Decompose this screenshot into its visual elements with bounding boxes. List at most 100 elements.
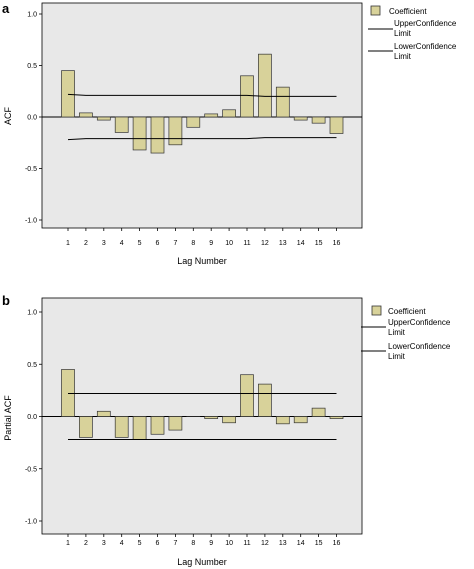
legend-upper-label-1: UpperConfidence bbox=[394, 19, 457, 28]
bar bbox=[79, 112, 93, 118]
legend-coefficient-swatch bbox=[370, 5, 381, 16]
bar bbox=[114, 116, 129, 133]
bar bbox=[204, 113, 219, 118]
y-tick-label: 0.0 bbox=[27, 414, 37, 421]
x-tick-label: 13 bbox=[279, 540, 287, 547]
x-tick-label: 1 bbox=[66, 240, 70, 247]
y-tick-label: 0.5 bbox=[27, 362, 37, 369]
bar bbox=[150, 416, 165, 435]
bar bbox=[222, 416, 236, 424]
bars bbox=[61, 369, 344, 440]
x-tick-label: 5 bbox=[138, 540, 142, 547]
legend: Coefficient UpperConfidence Limit LowerC… bbox=[368, 5, 457, 61]
y-tick-label: 0.5 bbox=[27, 63, 37, 70]
legend-coefficient-label: Coefficient bbox=[388, 307, 426, 316]
bar bbox=[150, 116, 165, 154]
x-tick-label: 5 bbox=[138, 240, 142, 247]
x-tick-label: 3 bbox=[102, 240, 106, 247]
upper-confidence-line bbox=[67, 93, 337, 97]
x-tick-label: 10 bbox=[225, 240, 233, 247]
legend-lower-label-2: Limit bbox=[394, 52, 412, 61]
x-tick-label: 2 bbox=[84, 240, 88, 247]
bar bbox=[311, 407, 326, 417]
bar bbox=[132, 116, 147, 151]
legend-lower-label-1: LowerConfidence bbox=[388, 342, 451, 351]
y-axis-title: ACF bbox=[3, 106, 13, 125]
bar bbox=[186, 116, 201, 128]
bar bbox=[293, 416, 308, 424]
x-tick-label: 16 bbox=[333, 240, 341, 247]
y-tick-label: 0.0 bbox=[27, 115, 37, 122]
bar bbox=[275, 86, 290, 118]
bar bbox=[222, 109, 236, 118]
x-tick-label: 15 bbox=[315, 240, 323, 247]
y-tick-label: 1.0 bbox=[27, 12, 37, 19]
pacf-panel: b 1.00.50.0-0.5-1.0 1 2 3 4 5 6 7 8 9 10 11 12 13 14 1… bbox=[2, 293, 451, 567]
x-tick-label: 10 bbox=[225, 540, 233, 547]
x-tick-label: 3 bbox=[102, 540, 106, 547]
bar bbox=[79, 416, 93, 438]
x-tick-label: 9 bbox=[209, 540, 213, 547]
x-tick-label: 7 bbox=[173, 540, 177, 547]
x-tick-label: 12 bbox=[261, 540, 269, 547]
x-tick-label: 14 bbox=[297, 240, 305, 247]
x-axis: 1 2 3 4 5 6 7 8 9 10 11 12 13 14 15 16 bbox=[66, 228, 340, 247]
x-tick-label: 16 bbox=[333, 540, 341, 547]
x-axis-title: Lag Number bbox=[177, 256, 227, 266]
legend-upper-label-2: Limit bbox=[394, 29, 412, 38]
bar bbox=[61, 70, 75, 118]
x-tick-label: 2 bbox=[84, 540, 88, 547]
bars bbox=[61, 53, 344, 154]
bar bbox=[114, 416, 129, 438]
bar bbox=[329, 416, 344, 419]
x-axis-title: Lag Number bbox=[177, 557, 227, 567]
legend: Coefficient UpperConfidence Limit LowerC… bbox=[361, 305, 451, 361]
x-tick-label: 8 bbox=[191, 240, 195, 247]
bar bbox=[204, 416, 219, 419]
lower-confidence-line bbox=[67, 137, 337, 141]
panel-letter: a bbox=[2, 1, 10, 16]
acf-panel: a 1.00.50.0-0.5-1.0 1 2 3 4 5 6 7 8 9 10 11 12 13 14 1… bbox=[2, 1, 457, 266]
x-tick-label: 7 bbox=[173, 240, 177, 247]
y-axis: 1.0 0.5 0.0 -0.5 -1.0 bbox=[25, 310, 42, 526]
legend-coefficient-swatch bbox=[371, 305, 382, 316]
x-tick-label: 15 bbox=[315, 540, 323, 547]
bar bbox=[240, 374, 254, 417]
bar bbox=[258, 383, 272, 417]
bar bbox=[168, 416, 183, 431]
x-tick-label: 8 bbox=[191, 540, 195, 547]
x-tick-label: 12 bbox=[261, 240, 269, 247]
legend-upper-label-1: UpperConfidence bbox=[388, 318, 451, 327]
x-tick-label: 4 bbox=[120, 240, 124, 247]
x-tick-label: 11 bbox=[243, 540, 250, 547]
bar bbox=[293, 116, 308, 121]
bar bbox=[96, 410, 111, 417]
y-tick-label: -0.5 bbox=[25, 166, 37, 173]
bar bbox=[61, 369, 75, 417]
y-tick-label: -0.5 bbox=[25, 466, 37, 473]
x-tick-label: 9 bbox=[209, 240, 213, 247]
y-tick-label: -1.0 bbox=[25, 519, 37, 526]
bar bbox=[96, 116, 111, 121]
legend-lower-label-1: LowerConfidence bbox=[394, 42, 457, 51]
bar bbox=[311, 116, 326, 124]
panel-letter: b bbox=[2, 293, 10, 308]
x-axis: 1 2 3 4 5 6 7 8 9 10 11 12 13 14 15 16 bbox=[66, 534, 340, 547]
legend-upper-label-2: Limit bbox=[388, 328, 406, 337]
x-tick-label: 11 bbox=[243, 240, 250, 247]
bar bbox=[168, 116, 183, 146]
y-tick-label: -1.0 bbox=[25, 218, 37, 225]
x-tick-label: 4 bbox=[120, 540, 124, 547]
x-tick-label: 1 bbox=[66, 540, 70, 547]
bar bbox=[275, 416, 290, 425]
y-axis-title: Partial ACF bbox=[3, 395, 13, 441]
plot-area bbox=[41, 2, 363, 229]
x-tick-label: 6 bbox=[156, 540, 160, 547]
bar bbox=[329, 116, 344, 134]
bar bbox=[258, 53, 272, 118]
y-tick-label: 1.0 bbox=[27, 310, 37, 317]
x-tick-label: 13 bbox=[279, 240, 287, 247]
bar bbox=[240, 75, 254, 118]
y-axis: 1.0 0.5 0.0 -0.5 -1.0 bbox=[25, 12, 42, 225]
